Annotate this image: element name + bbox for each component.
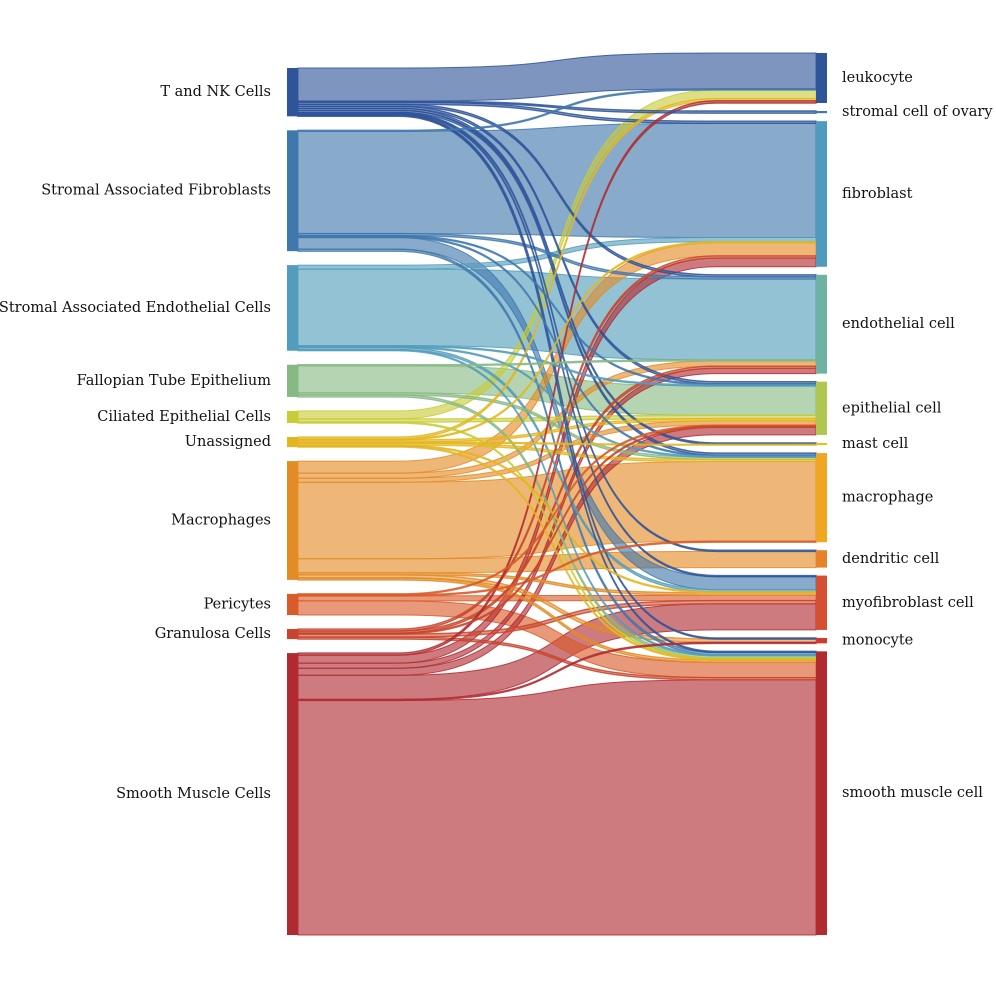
left-node-t-and-nk-cells [287,68,298,117]
right-node-label: leukocyte [842,70,913,86]
link-unassigned-to-mast-cell [297,441,817,446]
right-node-label: macrophage [842,490,933,506]
left-node-stromal-associated-fibroblasts [287,130,298,252]
link-stromal-associated-fibroblasts-to-fibroblast [297,122,817,238]
left-node-label: T and NK Cells [160,84,271,100]
right-node-fibroblast [816,121,827,267]
right-node-label: monocyte [842,633,913,649]
right-node-label: mast cell [842,436,909,452]
left-node-unassigned [287,437,298,448]
left-node-stromal-associated-endothelial-cells [287,265,298,351]
left-node-label: Ciliated Epithelial Cells [97,409,271,425]
right-node-stromal-cell-of-ovary [816,110,827,114]
left-node-granulosa-cells [287,629,298,640]
right-node-smooth-muscle-cell [816,651,827,935]
left-node-label: Smooth Muscle Cells [116,786,271,802]
right-node-myofibroblast-cell [816,575,827,630]
right-node-dendritic-cell [816,550,827,568]
link-pericytes-to-macrophage [297,540,817,597]
right-node-mast-cell [816,442,827,446]
right-node-label: endothelial cell [842,316,955,332]
right-node-endothelial-cell [816,274,827,374]
right-node-macrophage [816,453,827,543]
left-node-fallopian-tube-epithelium [287,364,298,397]
left-node-macrophages [287,461,298,580]
left-node-ciliated-epithelial-cells [287,410,298,424]
nodes-layer [287,53,827,935]
link-smooth-muscle-cells-to-smooth-muscle-cell [297,679,817,936]
left-node-smooth-muscle-cells [287,653,298,935]
right-node-label: smooth muscle cell [842,785,983,801]
right-node-epithelial-cell [816,381,827,435]
right-node-label: stromal cell of ovary [842,104,993,120]
left-node-label: Fallopian Tube Epithelium [77,373,272,389]
left-node-label: Stromal Associated Endothelial Cells [0,300,271,316]
left-node-label: Pericytes [204,596,271,612]
right-node-leukocyte [816,53,827,103]
right-node-label: epithelial cell [842,400,942,416]
link-t-and-nk-cells-to-stromal-cell-of-ovary [297,100,817,114]
right-node-label: myofibroblast cell [842,595,974,611]
right-node-label: dendritic cell [842,551,940,567]
labels-layer: T and NK Cells Stromal Associated Fibrobl… [0,70,993,802]
left-node-label: Macrophages [171,512,271,528]
link-smooth-muscle-cells-to-monocyte [297,641,817,702]
left-node-label: Granulosa Cells [155,626,271,642]
right-node-label: fibroblast [842,186,913,202]
left-node-label: Unassigned [185,434,271,450]
left-node-label: Stromal Associated Fibroblasts [41,183,271,199]
left-node-pericytes [287,593,298,616]
links-layer [297,52,817,936]
right-node-monocyte [816,637,827,644]
